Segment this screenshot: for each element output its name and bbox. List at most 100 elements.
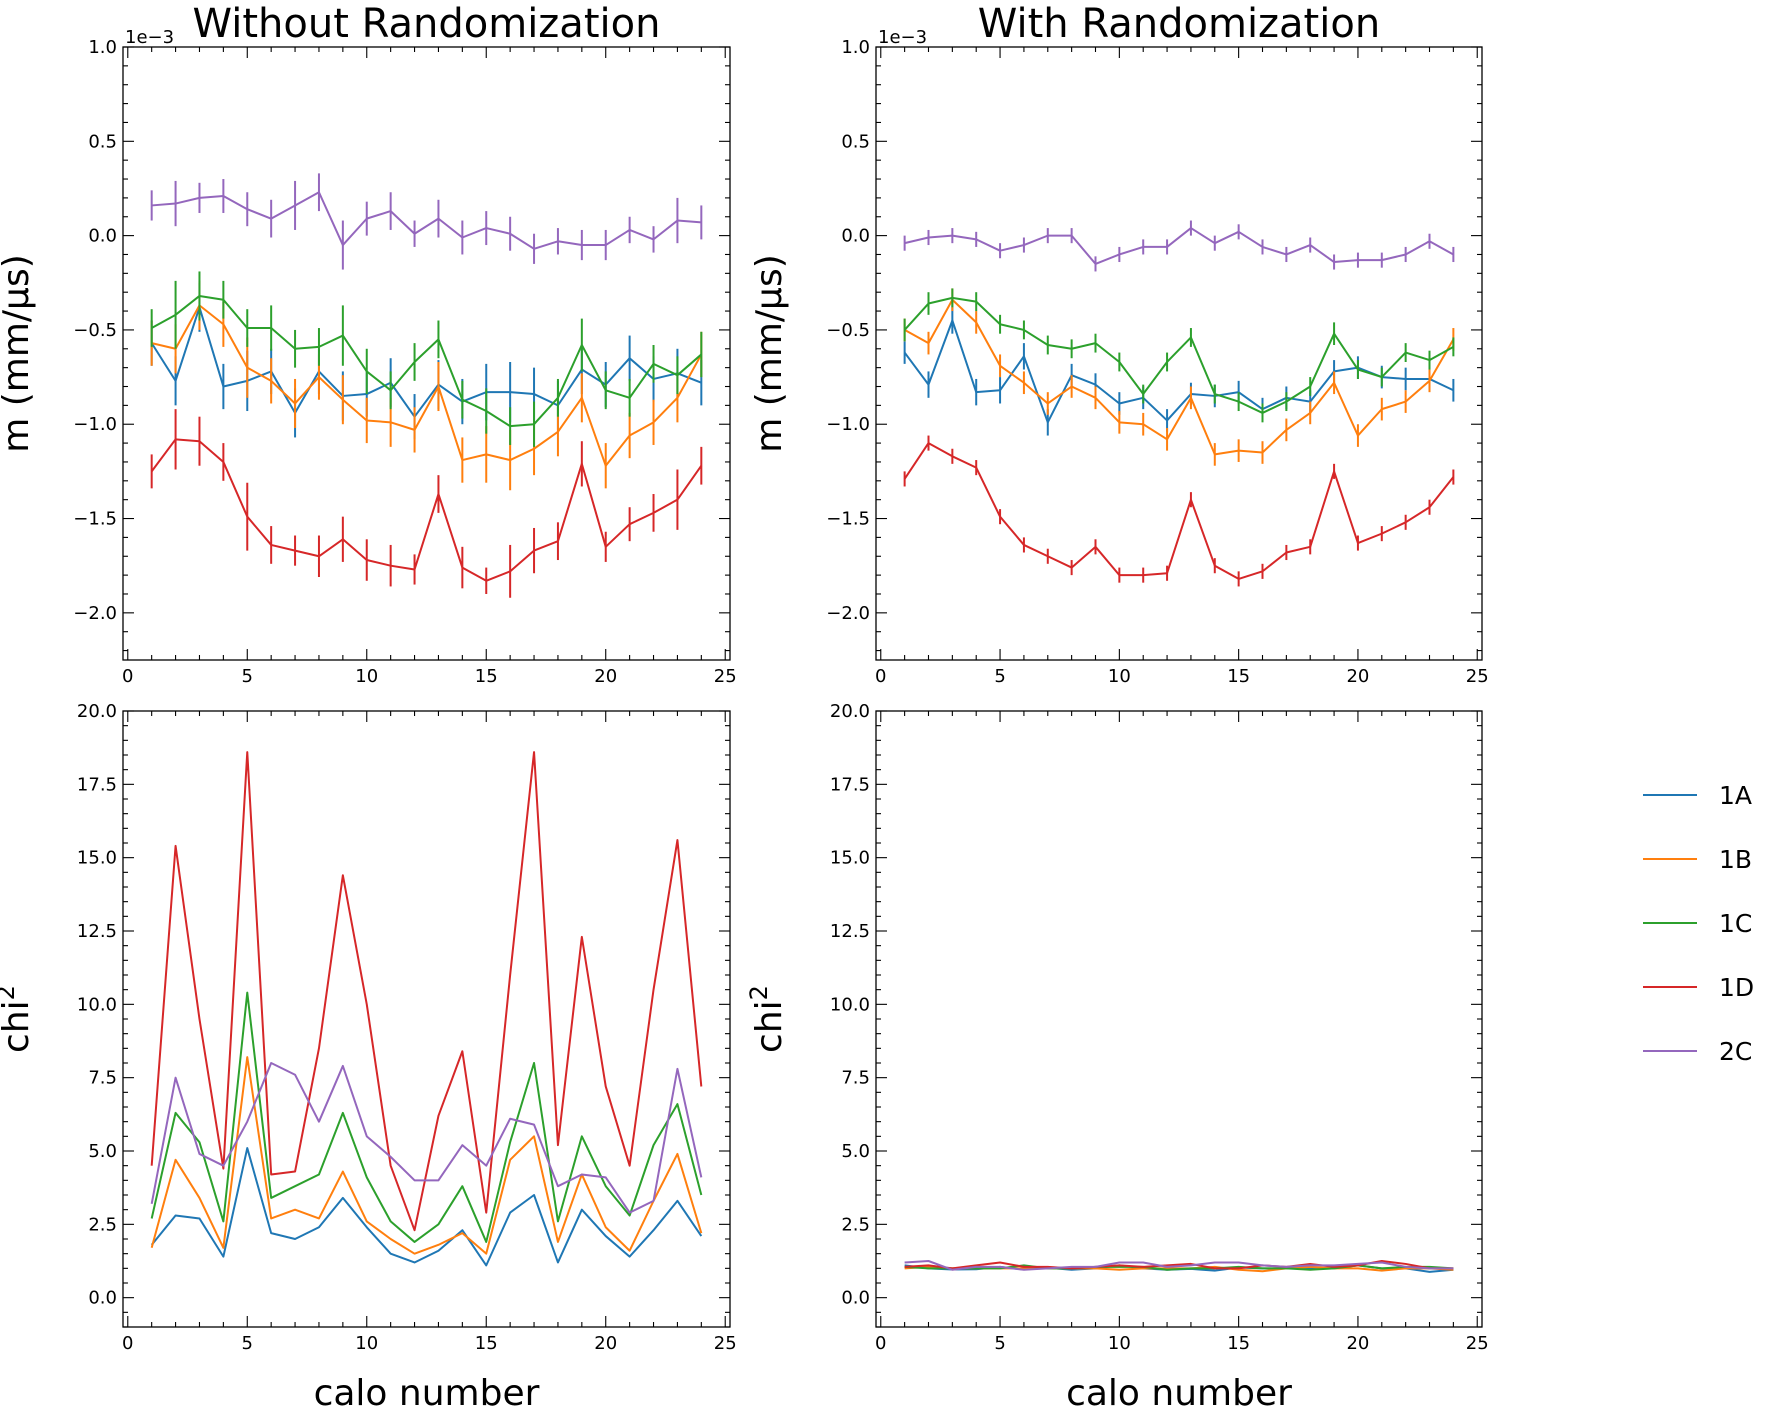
x-tick-label: 0 xyxy=(875,666,886,687)
series-line-1C xyxy=(150,991,703,1243)
series-line-1D xyxy=(150,751,703,1232)
y-tick-label: 0.5 xyxy=(841,131,870,152)
y-tick-label: −1.5 xyxy=(73,509,117,530)
x-tick-label: 0 xyxy=(122,1333,133,1354)
x-tick-label: 10 xyxy=(1108,666,1131,687)
x-tick-label: 10 xyxy=(355,1333,378,1354)
x-tick-label: 15 xyxy=(1227,666,1250,687)
x-tick-label: 20 xyxy=(594,1333,617,1354)
series-line-2C xyxy=(904,227,1454,265)
legend-item-1C: 1C xyxy=(1643,909,1752,938)
y-tick-label: −1.5 xyxy=(826,509,870,530)
legend-label: 1A xyxy=(1719,781,1752,810)
x-tick-label: 0 xyxy=(122,666,133,687)
series-line-1B xyxy=(904,298,1455,456)
axes-frame xyxy=(875,46,1483,661)
plot-area xyxy=(904,1260,1454,1273)
series-line-1B xyxy=(150,1056,703,1255)
axis-offset-text: 1e−3 xyxy=(878,27,927,48)
x-tick-label: 5 xyxy=(994,1333,1005,1354)
axis-offset-text: 1e−3 xyxy=(125,27,174,48)
x-tick-label: 25 xyxy=(1466,666,1489,687)
series-line-1C xyxy=(904,1264,1454,1271)
x-axis-label: calo number xyxy=(314,1373,540,1414)
series-2C xyxy=(903,220,1455,272)
y-tick-label: −1.0 xyxy=(73,414,117,435)
axes-frame xyxy=(122,46,731,661)
series-line-1A xyxy=(150,306,702,418)
legend-item-1B: 1B xyxy=(1643,845,1752,874)
y-tick-label: 0.0 xyxy=(841,1288,870,1309)
x-tick-label: 20 xyxy=(1346,1333,1369,1354)
y-tick-label: 10.0 xyxy=(77,994,117,1015)
series-line-2C xyxy=(904,1260,1454,1271)
panel-title: Without Randomization xyxy=(193,1,661,47)
x-tick-label: 25 xyxy=(1466,1333,1489,1354)
y-tick-label: 1.0 xyxy=(841,37,870,58)
legend-label: 1B xyxy=(1719,845,1752,874)
panel-title: With Randomization xyxy=(978,1,1380,47)
legend-item-1D: 1D xyxy=(1643,973,1754,1002)
y-tick-label: 20.0 xyxy=(77,701,117,722)
y-tick-label: 12.5 xyxy=(830,921,870,942)
series-line-1C xyxy=(151,294,702,428)
y-axis-label: m (mm/μs) xyxy=(0,254,37,453)
series-line-1B xyxy=(151,304,703,467)
x-tick-label: 15 xyxy=(475,1333,498,1354)
legend: 1A 1B 1C 1D 2C xyxy=(1643,781,1754,1066)
panel-top-left: 0 5 10 15 20 25 −2.0 −1.5 −1.0 −0.5 0.0 0.5 1.0 1e−3 W… xyxy=(0,1,737,687)
y-tick-label: 5.0 xyxy=(841,1141,870,1162)
series-1B xyxy=(903,288,1455,466)
series-1D xyxy=(150,751,703,1232)
y-tick-label: −2.0 xyxy=(73,603,117,624)
x-tick-label: 25 xyxy=(714,1333,737,1354)
plot-area xyxy=(150,751,703,1267)
x-tick-label: 5 xyxy=(242,666,253,687)
y-tick-label: 0.0 xyxy=(88,226,117,247)
y-tick-label: −0.5 xyxy=(73,320,117,341)
series-2C xyxy=(150,173,703,270)
panel-bottom-right: 0 5 10 15 20 25 0.0 2.5 5.0 7.5 10.0 12.5 15.0 17.5 20… xyxy=(745,701,1489,1414)
legend-label: 1D xyxy=(1719,973,1754,1002)
y-axis-label: chi2 xyxy=(745,985,790,1053)
x-tick-label: 5 xyxy=(994,666,1005,687)
series-1D xyxy=(903,435,1455,587)
series-line-1C xyxy=(903,296,1454,414)
y-tick-label: 2.5 xyxy=(88,1214,117,1235)
plot-area xyxy=(150,173,703,598)
y-tick-label: 0.0 xyxy=(841,226,870,247)
x-tick-label: 15 xyxy=(475,666,498,687)
series-2C xyxy=(150,1062,703,1214)
series-line-1D xyxy=(150,438,703,582)
y-tick-label: 7.5 xyxy=(88,1068,117,1089)
series-1C xyxy=(903,288,1455,423)
x-tick-label: 25 xyxy=(714,666,737,687)
legend-item-1A: 1A xyxy=(1643,781,1752,810)
y-tick-label: 17.5 xyxy=(830,774,870,795)
series-line-2C xyxy=(150,1062,703,1214)
y-tick-label: 1.0 xyxy=(88,37,117,58)
x-tick-label: 15 xyxy=(1227,1333,1250,1354)
y-axis-label: m (mm/μs) xyxy=(749,254,790,453)
y-tick-label: 0.0 xyxy=(88,1288,117,1309)
y-tick-label: 12.5 xyxy=(77,921,117,942)
series-1C xyxy=(150,271,703,447)
panel-bottom-left: 0 5 10 15 20 25 0.0 2.5 5.0 7.5 10.0 12.5 15.0 17.5 20… xyxy=(0,701,737,1414)
y-tick-label: −2.0 xyxy=(826,603,870,624)
y-tick-label: 0.5 xyxy=(88,131,117,152)
series-1C xyxy=(150,991,703,1243)
legend-label: 2C xyxy=(1719,1037,1752,1066)
panel-top-right: 0 5 10 15 20 25 −2.0 −1.5 −1.0 −0.5 0.0 0.5 1.0 1e−3 W… xyxy=(749,1,1489,687)
legend-item-2C: 2C xyxy=(1643,1037,1752,1066)
x-tick-label: 20 xyxy=(594,666,617,687)
x-tick-label: 10 xyxy=(1108,1333,1131,1354)
x-tick-label: 0 xyxy=(875,1333,886,1354)
x-axis-label: calo number xyxy=(1066,1373,1292,1414)
y-tick-label: 10.0 xyxy=(830,994,870,1015)
y-tick-label: 15.0 xyxy=(830,848,870,869)
x-tick-label: 20 xyxy=(1346,666,1369,687)
x-tick-label: 5 xyxy=(242,1333,253,1354)
series-line-1D xyxy=(903,442,1455,580)
plot-area xyxy=(903,220,1455,587)
